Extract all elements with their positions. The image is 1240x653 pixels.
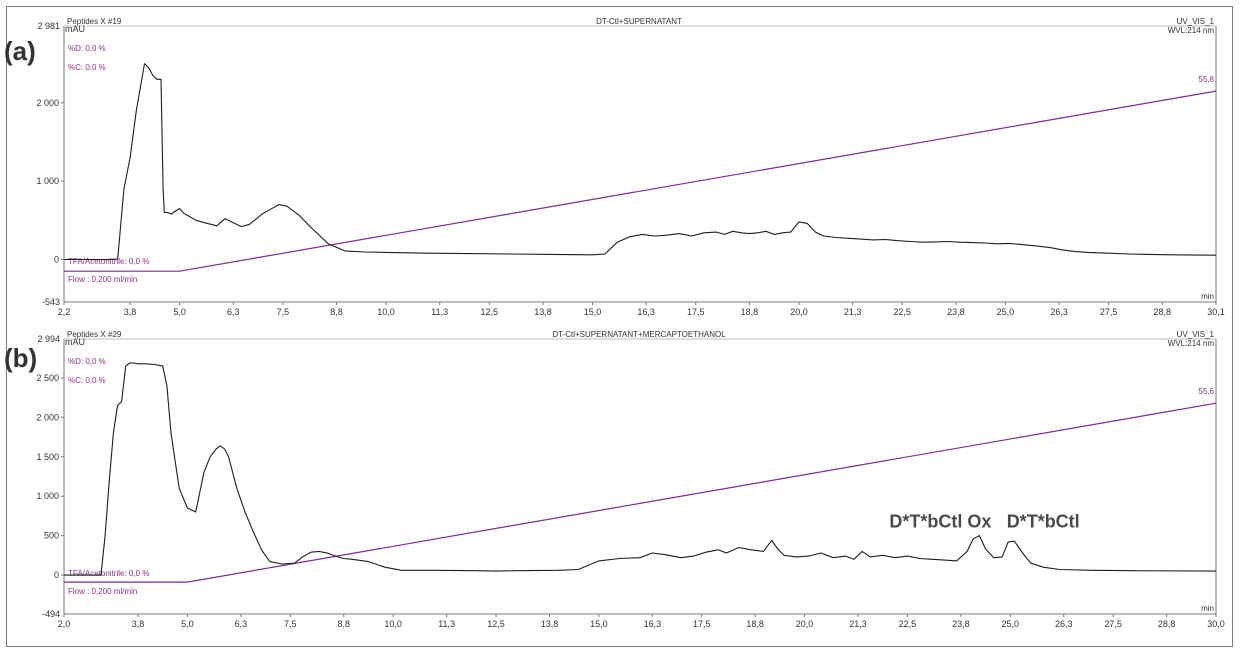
panel-a-x-tick-label: 5,0 — [173, 307, 186, 317]
panel-a-x-tick-label: 27,5 — [1100, 307, 1118, 317]
panel-b-x-tick-label: 11,3 — [438, 619, 455, 629]
panel-b-y-tick-label: 0 — [54, 570, 59, 580]
panel-a-y-max-label: 2 981 — [37, 21, 60, 31]
panel-a-x-tick-label: 17,5 — [687, 307, 705, 317]
panel-b-y-tick-label: 2 000 — [36, 412, 59, 422]
panel-b-y-tick-label: 500 — [44, 531, 59, 541]
panel-a-x-tick-label: 25,0 — [997, 307, 1015, 317]
panel-a-x-tick-label: 22,5 — [893, 307, 911, 317]
panel-a-method-label-tfa: TFA/Acetonitrile: 0,0 % — [68, 257, 149, 266]
panel-a-x-tick-label: 6,3 — [227, 307, 240, 317]
panel-a-wavelength: WVL:214 nm — [1168, 26, 1215, 35]
panel-b-peak-annotation: D*T*bCtl Ox — [889, 512, 991, 532]
panel-b-x-tick-label: 13,8 — [541, 619, 559, 629]
panel-b-method-label-flow: Flow : 0,200 ml/min — [68, 587, 137, 596]
panel-a-x-tick-label: 3,8 — [124, 307, 137, 317]
panel-a-x-tick-label: 26,3 — [1050, 307, 1068, 317]
panel-b-method-label-d: %D: 0,0 % — [68, 357, 106, 366]
panel-a-gradient-end-label: 55,8 — [1198, 75, 1214, 84]
panel-a-y-tick-label: 2 000 — [36, 98, 59, 108]
panel-b-gradient-line — [64, 402, 1217, 583]
panel-a-gradient-line — [64, 90, 1217, 272]
panel-b-y-axis-label: mAU — [65, 337, 85, 347]
panel-a-x-tick-label: 15,0 — [584, 307, 602, 317]
panel-a-y-axis-label: mAU — [65, 24, 85, 34]
panel-a-x-tick-label: 12,5 — [481, 307, 499, 317]
panel-a-x-tick-label: 18,8 — [741, 307, 759, 317]
panel-b-peak-annotation: D*T*bCtl — [1007, 512, 1080, 532]
panel-b-wavelength: WVL:214 nm — [1168, 339, 1215, 348]
panel-b-x-tick-label: 17,5 — [693, 619, 711, 629]
panel-b-gradient-end-label: 55,6 — [1198, 387, 1214, 396]
panel-a-x-tick-label: 8,8 — [330, 307, 343, 317]
panel-a-method-label-c: %C: 0,0 % — [68, 63, 106, 72]
panel-b-x-axis-label: min — [1201, 604, 1214, 613]
panel-b-y-max-label: 2 994 — [37, 334, 60, 344]
panel-a-x-tick-label: 23,8 — [947, 307, 965, 317]
panel-b-method-label-tfa: TFA/Acetonitrile: 0,0 % — [68, 569, 149, 578]
panel-b-x-tick-label: 27,5 — [1104, 619, 1122, 629]
panel-a-title: DT-Ctl+SUPERNATANT — [596, 17, 682, 26]
panel-b-x-tick-label: 28,8 — [1158, 619, 1176, 629]
panel-b-x-tick-label: 20,0 — [796, 619, 814, 629]
panel-b-x-tick-label: 5,0 — [181, 619, 194, 629]
panel-a-x-tick-label: 10,0 — [377, 307, 395, 317]
panel-a-header-left: Peptides X #19 — [67, 17, 122, 26]
panel-a-y-tick-label: 0 — [54, 254, 59, 264]
panel-b-x-tick-label: 8,8 — [338, 619, 351, 629]
panel-a-x-tick-label: 30,1 — [1207, 307, 1225, 317]
panel-b-x-tick-label: 22,5 — [899, 619, 917, 629]
panel-b-x-tick-label: 25,0 — [1002, 619, 1020, 629]
panel-b-x-tick-label: 18,8 — [746, 619, 764, 629]
panel-a-x-tick-label: 11,3 — [431, 307, 448, 317]
panel-b-y-tick-label: 1 500 — [36, 452, 59, 462]
panel-a-trace-line — [64, 63, 1217, 261]
panel-a-x-tick-label: 2,2 — [58, 307, 71, 317]
panel-a-x-tick-label: 21,3 — [844, 307, 862, 317]
panel-b-x-tick-label: 16,3 — [644, 619, 662, 629]
panel-b-y-min-label: -494 — [42, 609, 60, 619]
panel-b-x-tick-label: 10,0 — [384, 619, 402, 629]
panel-a-y-min-label: -543 — [42, 297, 60, 307]
panel-b-y-tick-label: 2 500 — [36, 373, 59, 383]
panel-b-y-tick-label: 1 000 — [36, 491, 59, 501]
panel-b-x-tick-label: 12,5 — [487, 619, 505, 629]
panel-a-x-tick-label: 7,5 — [277, 307, 290, 317]
panel-b-x-tick-label: 3,8 — [132, 619, 145, 629]
panel-b-x-tick-label: 6,3 — [235, 619, 248, 629]
panel-b-x-tick-label: 21,3 — [849, 619, 867, 629]
panel-a-x-tick-label: 28,8 — [1154, 307, 1172, 317]
panel-a-x-axis-label: min — [1201, 292, 1214, 301]
panel-b-letter: (b) — [4, 343, 38, 373]
panel-a-method-label-flow: Flow : 0,200 ml/min — [68, 275, 137, 284]
panel-b-x-tick-label: 2,0 — [58, 619, 71, 629]
panel-b-title: DT-Ctl+SUPERNATANT+MERCAPTOETHANOL — [552, 330, 726, 339]
panel-b-header-right: UV_VIS_1 — [1177, 330, 1215, 339]
panel-b-x-tick-label: 26,3 — [1055, 619, 1073, 629]
panel-a-y-tick-label: 1 000 — [36, 176, 59, 186]
panel-b-x-tick-label: 23,8 — [952, 619, 970, 629]
panel-a-letter: (a) — [4, 36, 36, 66]
panel-b-trace-line — [64, 362, 1217, 576]
panel-a-x-tick-label: 20,0 — [790, 307, 808, 317]
panel-b-x-tick-label: 30,0 — [1207, 619, 1225, 629]
panel-b-x-tick-label: 15,0 — [590, 619, 608, 629]
panel-b-x-tick-label: 7,5 — [284, 619, 297, 629]
panel-a-header-right: UV_VIS_1 — [1177, 17, 1215, 26]
figure-frame — [6, 6, 1233, 647]
panel-a-x-tick-label: 16,3 — [637, 307, 655, 317]
panel-a-x-tick-label: 13,8 — [534, 307, 552, 317]
panel-b-header-left: Peptides X #29 — [67, 330, 122, 339]
panel-b-method-label-c: %C: 0,0 % — [68, 376, 106, 385]
panel-a-method-label-d: %D: 0,0 % — [68, 44, 106, 53]
